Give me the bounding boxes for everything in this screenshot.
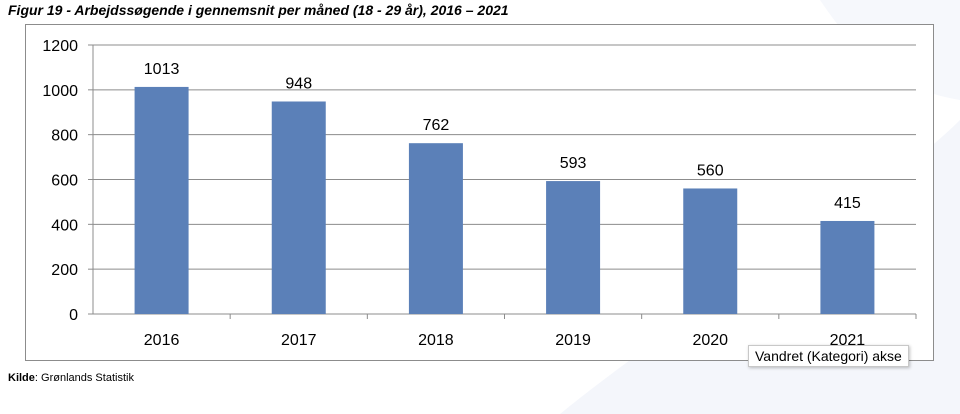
y-tick-label: 400 — [51, 217, 78, 234]
source-text: : Grønlands Statistik — [34, 372, 134, 384]
bar — [271, 101, 326, 315]
data-label: 762 — [423, 117, 450, 134]
x-tick-label: 2019 — [555, 332, 591, 349]
y-tick-label: 0 — [69, 307, 78, 324]
figure-title: Figur 19 - Arbejdssøgende i gennemsnit p… — [8, 2, 509, 18]
bar — [408, 143, 463, 314]
chart-area[interactable]: 0 200 400 600 800 1000 1200 1013 2016 948 2017 762 2… — [25, 24, 934, 361]
data-label: 415 — [834, 195, 861, 212]
bar — [820, 220, 875, 314]
bar — [546, 181, 601, 314]
y-tick-label: 200 — [51, 262, 78, 279]
bar — [683, 188, 738, 314]
y-tick-label: 800 — [51, 128, 78, 145]
bar-chart: 0 200 400 600 800 1000 1200 1013 2016 948 2017 762 2… — [42, 38, 917, 349]
data-label: 593 — [560, 155, 587, 172]
source-label: Kilde — [8, 372, 35, 384]
axis-tooltip: Vandret (Kategori) akse — [748, 345, 909, 367]
x-tick-label: 2018 — [418, 332, 454, 349]
data-label: 1013 — [144, 61, 180, 78]
x-tick-label: 2021 — [830, 332, 866, 349]
x-tick-label: 2016 — [144, 332, 180, 349]
data-label: 948 — [285, 75, 312, 92]
y-tick-label: 1000 — [42, 83, 78, 100]
source-note: Kilde: Grønlands Statistik — [8, 372, 134, 384]
y-tick-label: 600 — [51, 173, 78, 190]
y-tick-label: 1200 — [42, 38, 78, 55]
x-tick-label: 2020 — [692, 332, 728, 349]
data-label: 560 — [697, 162, 724, 179]
x-tick-label: 2017 — [281, 332, 317, 349]
bar — [134, 86, 189, 315]
